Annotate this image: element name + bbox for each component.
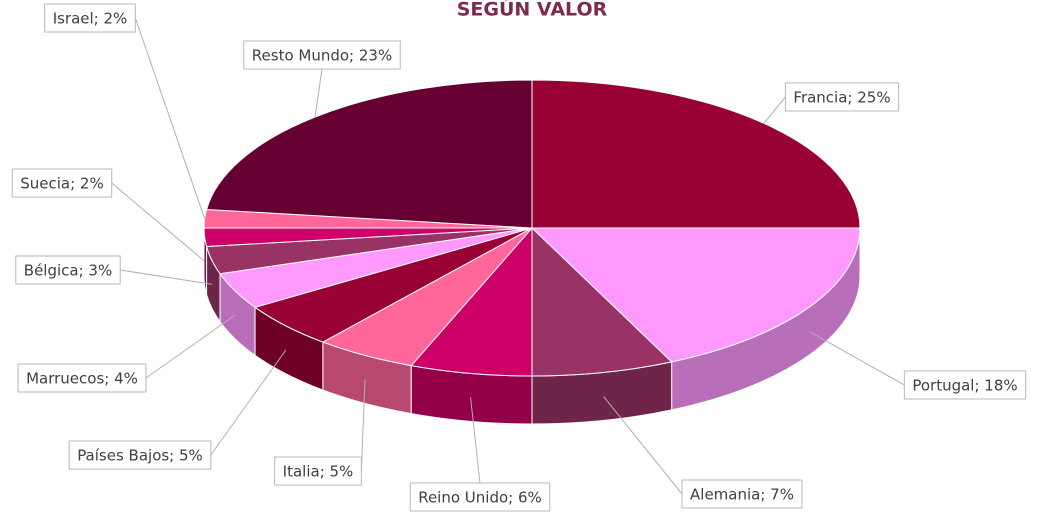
data-label: Italia; 5% [283, 463, 354, 481]
leader-line [360, 379, 366, 472]
label-box [44, 3, 136, 33]
label-box [68, 440, 212, 470]
leader-line [210, 349, 287, 456]
label-box [274, 456, 362, 486]
leader-line [808, 330, 905, 386]
leader-line [314, 68, 323, 118]
data-label: Portugal; 18% [912, 377, 1017, 395]
label-box [409, 482, 551, 512]
label-box [15, 255, 121, 285]
slice: Resto Mundo [205, 79, 533, 229]
data-label: Reino Unido; 6% [418, 489, 542, 507]
leader-line [470, 397, 481, 484]
leader-line [134, 17, 206, 219]
leader-line [120, 269, 212, 285]
data-label: Resto Mundo; 23% [252, 47, 392, 65]
leader-line [111, 182, 205, 262]
chart-title: SEGÚN VALOR [457, 0, 608, 21]
slice: Reino Unido [410, 226, 533, 377]
leader-line [763, 96, 786, 124]
label-box [17, 363, 147, 393]
label-box [681, 479, 803, 509]
data-label: Suecia; 2% [20, 175, 103, 193]
label-box [11, 168, 113, 198]
data-label: Marruecos; 4% [26, 370, 138, 388]
label-box [784, 82, 900, 112]
slice: Alemania [531, 226, 673, 377]
data-label: Bélgica; 3% [24, 262, 112, 280]
data-label: Alemania; 7% [690, 486, 794, 504]
data-label: Francia; 25% [793, 89, 890, 107]
slice: Francia [531, 79, 861, 229]
data-label: Israel; 2% [53, 10, 128, 28]
label-box [903, 370, 1027, 400]
slice: Portugal [530, 227, 861, 363]
label-box [243, 40, 401, 70]
data-label: Países Bajos; 5% [77, 447, 203, 465]
leader-line [603, 396, 683, 495]
leader-line [145, 314, 236, 379]
